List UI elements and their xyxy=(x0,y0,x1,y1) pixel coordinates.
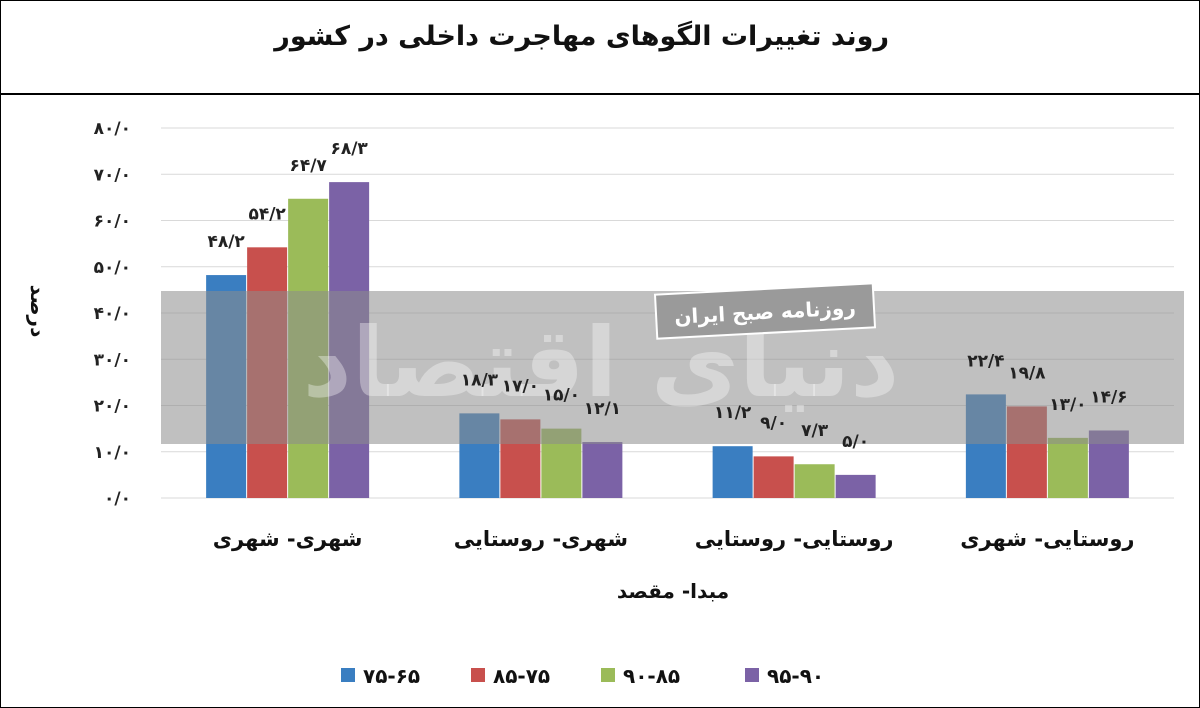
title-band: روند تغییرات الگوهای مهاجرت داخلی در کشو… xyxy=(1,1,1199,95)
x-axis-categories: شهری- شهری شهری- روستایی روستایی- روستایی ر… xyxy=(213,527,1135,551)
data-label: ۱۵/۰ xyxy=(543,386,580,406)
data-label: ۵/۰ xyxy=(842,432,869,452)
bar-3-1 xyxy=(712,446,753,498)
y-tick-label: ۰/۰ xyxy=(104,489,131,509)
data-label: ۱۴/۶ xyxy=(1090,387,1127,407)
legend-swatch xyxy=(471,668,485,682)
watermark-label-box xyxy=(653,282,877,340)
data-label: ۱۸/۳ xyxy=(461,370,499,390)
data-label: ۴۸/۲ xyxy=(207,232,245,252)
y-tick-label: ۷۰/۰ xyxy=(94,165,131,185)
data-label: ۱۱/۲ xyxy=(714,403,752,423)
legend-label: ۹۰-۸۵ xyxy=(623,664,680,688)
legend-swatch xyxy=(341,668,355,682)
x-category-label: شهری- شهری xyxy=(213,527,363,551)
bar-3-4 xyxy=(835,474,876,498)
legend-label: ۹۵-۹۰ xyxy=(767,664,824,688)
chart-title: روند تغییرات الگوهای مهاجرت داخلی در کشو… xyxy=(274,21,889,52)
data-label: ۲۲/۴ xyxy=(967,351,1004,371)
y-tick-label: ۴۰/۰ xyxy=(94,304,131,324)
x-category-label: شهری- روستایی xyxy=(454,527,628,551)
legend-swatch xyxy=(601,668,615,682)
legend-label: ۷۵-۶۵ xyxy=(363,664,420,688)
x-category-label: روستایی- شهری xyxy=(960,527,1134,551)
y-tick-label: ۳۰/۰ xyxy=(94,350,131,370)
data-label: ۱۲/۱ xyxy=(584,399,621,419)
x-axis-title: مبدا- مقصد xyxy=(617,579,729,603)
legend: ۷۵-۶۵ ۸۵-۷۵ ۹۰-۸۵ ۹۵-۹۰ xyxy=(341,664,824,688)
legend-swatch xyxy=(745,668,759,682)
legend-label: ۸۵-۷۵ xyxy=(493,664,550,688)
bar-2-4 xyxy=(582,442,623,498)
data-label: ۵۴/۲ xyxy=(248,204,286,224)
data-label: ۱۳/۰ xyxy=(1049,395,1086,415)
watermark: دنیای اقتصاد روزنامه صبح ایران xyxy=(161,282,1184,444)
bar-4-3 xyxy=(1047,437,1088,498)
y-tick-label: ۱۰/۰ xyxy=(94,443,131,463)
bar-3-3 xyxy=(794,464,835,498)
data-label: ۷/۳ xyxy=(801,421,829,441)
y-tick-label: ۶۰/۰ xyxy=(94,212,131,232)
data-label: ۶۴/۷ xyxy=(289,156,327,176)
data-labels: ۴۸/۲۵۴/۲ ۶۴/۷۶۸/۳ ۱۸/۳ ۱۷/۰ ۱۵/۰۱۲/۱ ۱۱/۲ ۹/۰ ۷… xyxy=(207,139,1127,452)
data-label: ۱۹/۸ xyxy=(1008,363,1046,383)
data-label: ۹/۰ xyxy=(760,413,787,433)
y-tick-label: ۲۰/۰ xyxy=(94,397,131,417)
y-tick-label: ۵۰/۰ xyxy=(94,258,131,278)
data-label: ۱۷/۰ xyxy=(502,376,539,396)
bar-3-2 xyxy=(753,456,794,498)
x-category-label: روستایی- روستایی xyxy=(695,527,894,551)
y-axis-ticks: ۰/۰ ۱۰/۰ ۲۰/۰ ۳۰/۰ ۴۰/۰ ۵۰/۰ ۶۰/۰ ۷۰/۰ ۸۰/۰ xyxy=(94,119,131,509)
y-tick-label: ۸۰/۰ xyxy=(94,119,131,139)
data-label: ۶۸/۳ xyxy=(330,139,368,159)
y-axis-title: درصد xyxy=(26,285,50,338)
